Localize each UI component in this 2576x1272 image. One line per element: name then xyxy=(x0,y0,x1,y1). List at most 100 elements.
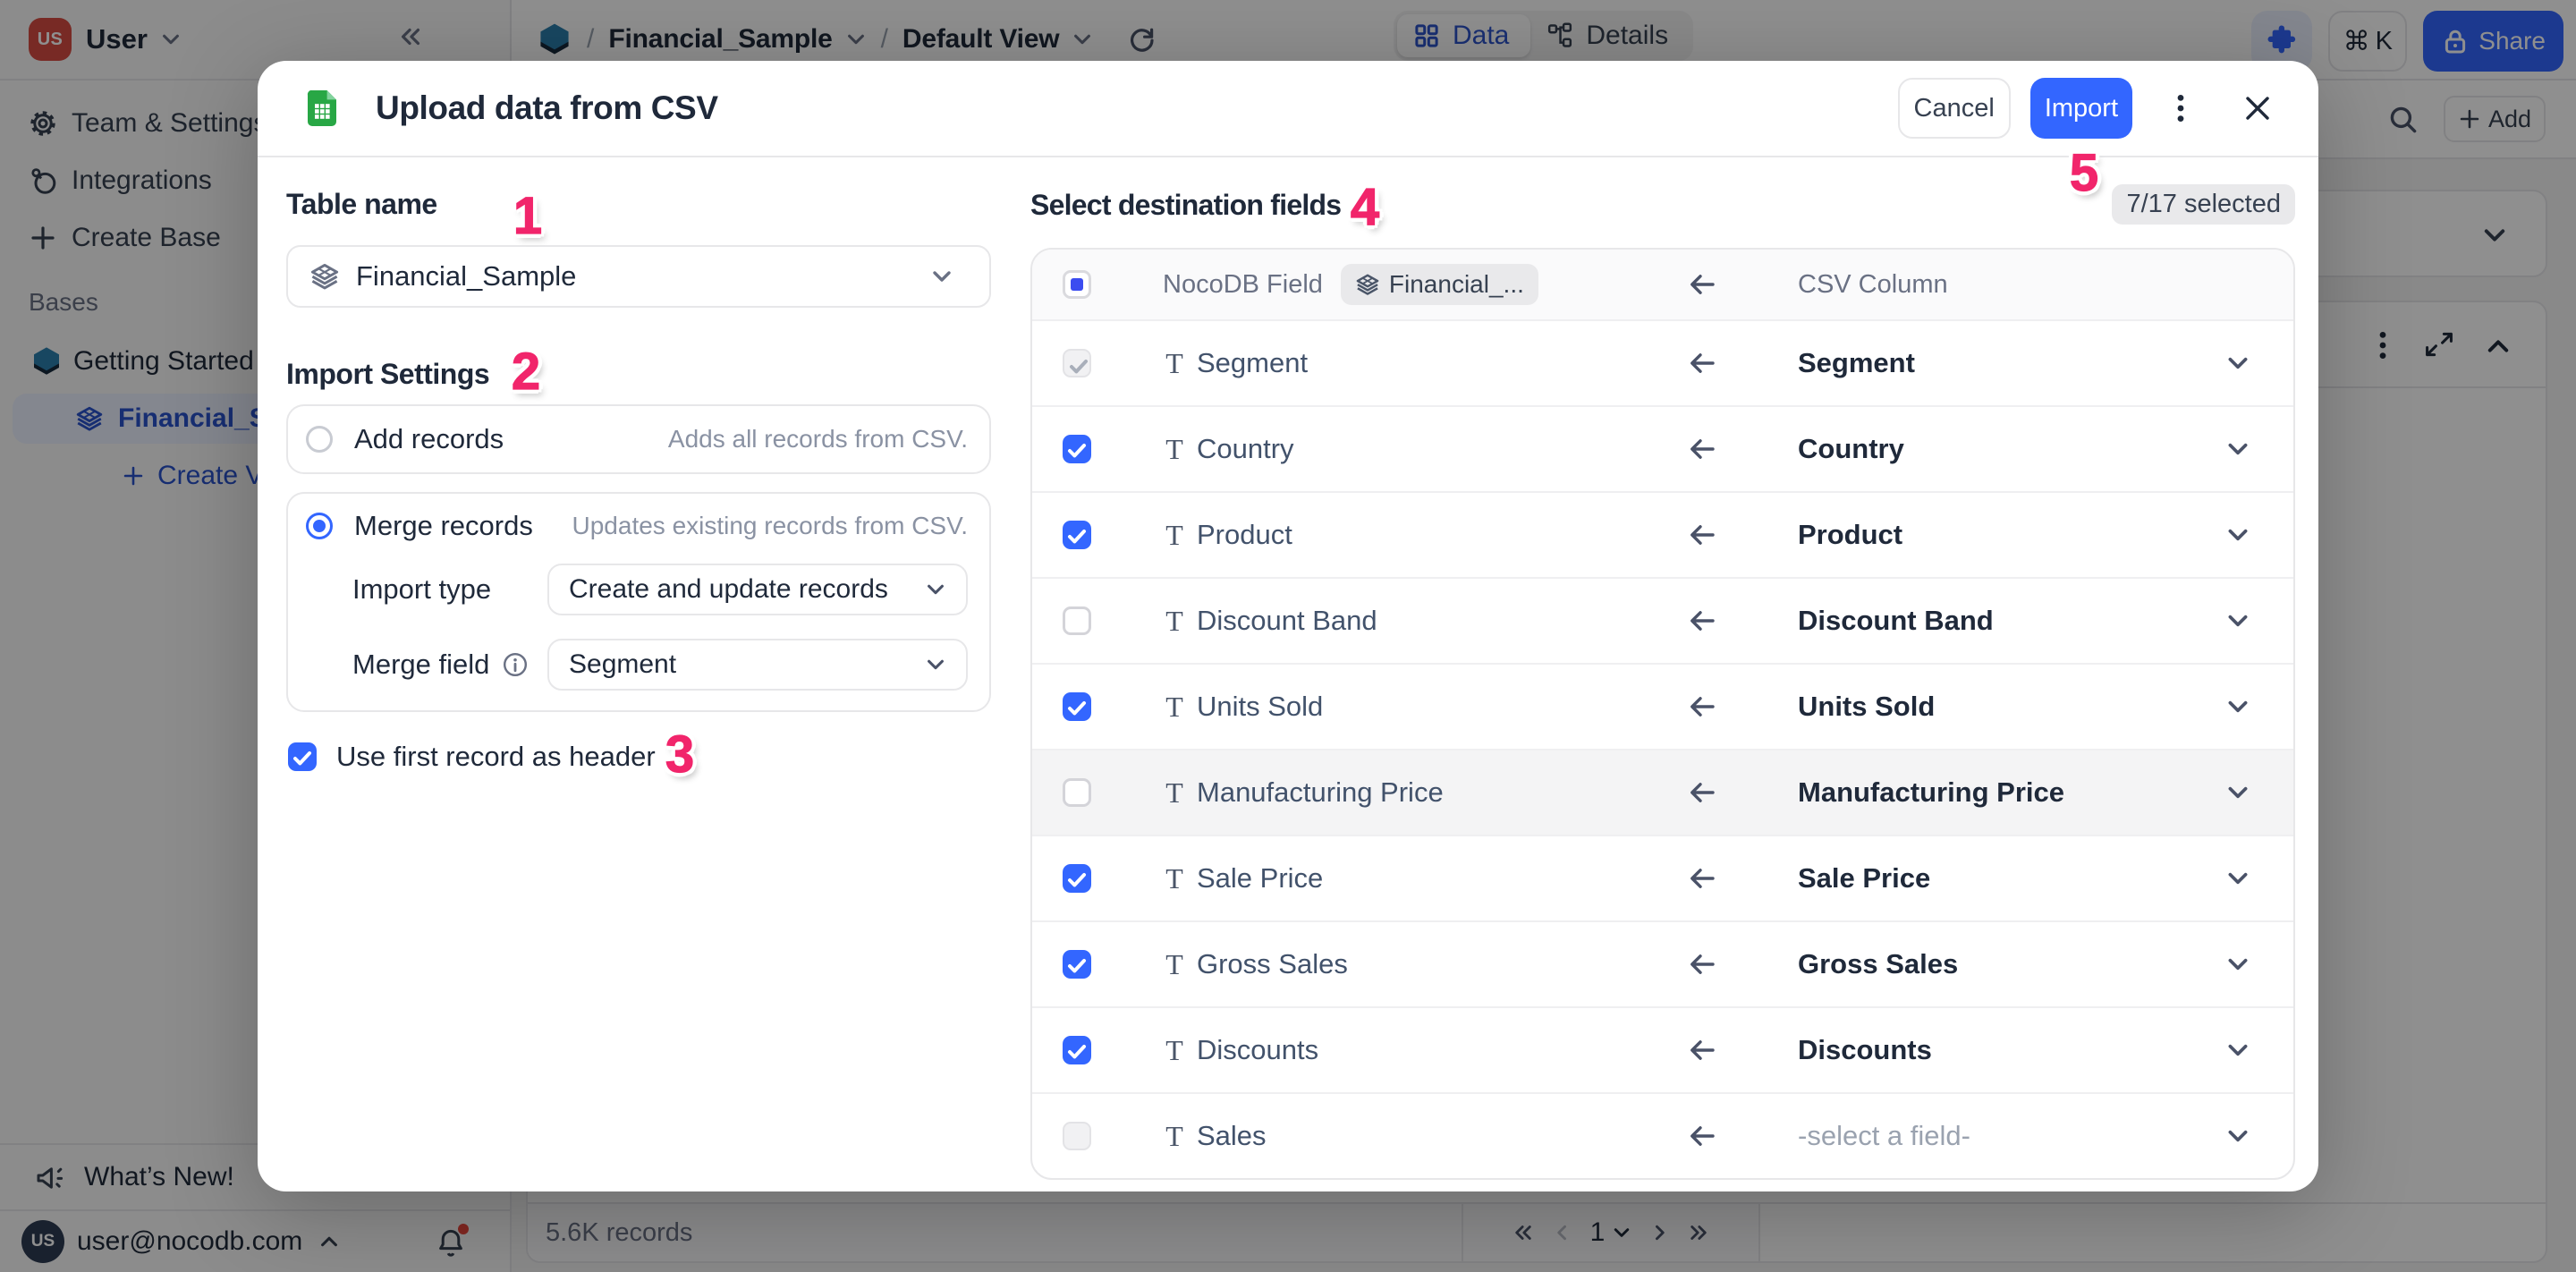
table-icon xyxy=(1355,273,1380,296)
arrow-left-icon xyxy=(1688,1036,1716,1064)
chevron-down-icon[interactable] xyxy=(2225,1038,2250,1063)
field-mapping-row: T Gross Sales Gross Sales xyxy=(1032,920,2293,1006)
modal-body: Table name Financial_Sample Import Setti… xyxy=(258,157,2318,1191)
user-avatar: US xyxy=(21,1220,64,1263)
notifications-bell-icon[interactable] xyxy=(435,1224,469,1259)
close-icon[interactable] xyxy=(2243,94,2272,123)
command-icon: ⌘ xyxy=(2343,25,2370,57)
arrow-left-icon xyxy=(1688,1122,1716,1150)
sidebar-item-team-settings[interactable]: Team & Settings xyxy=(0,95,510,152)
add-records-option[interactable]: Add records Adds all records from CSV. xyxy=(286,404,991,474)
chevron-down-icon[interactable] xyxy=(2225,952,2250,977)
chevron-down-icon xyxy=(925,579,946,600)
sidebar-item-label: Team & Settings xyxy=(72,108,267,138)
field-checkbox[interactable] xyxy=(1063,692,1091,721)
table-name-label: Table name xyxy=(286,188,437,220)
import-type-value: Create and update records xyxy=(569,574,888,604)
user-menu[interactable]: US user@nocodb.com xyxy=(0,1209,510,1272)
cancel-button[interactable]: Cancel xyxy=(1897,78,2011,139)
chevron-down-icon[interactable] xyxy=(2225,866,2250,891)
chevron-down-icon[interactable] xyxy=(2225,522,2250,547)
sidebar-item-integrations[interactable]: Integrations xyxy=(0,152,510,209)
text-field-type-icon: T xyxy=(1165,432,1183,465)
chevron-down-icon[interactable] xyxy=(2225,780,2250,805)
shortcut-key: K xyxy=(2375,26,2393,55)
field-checkbox[interactable] xyxy=(1063,778,1091,807)
csv-column-value: Discount Band xyxy=(1798,605,1994,636)
csv-column-value: Manufacturing Price xyxy=(1798,776,2064,808)
chevron-down-icon[interactable] xyxy=(2225,351,2250,376)
sidebar-base-getting-started[interactable]: Getting Started xyxy=(0,335,510,388)
add-records-label: Add records xyxy=(354,423,504,454)
field-mapping-row: T Country Country xyxy=(1032,405,2293,491)
breadcrumb-view[interactable]: Default View xyxy=(902,24,1060,54)
text-field-type-icon: T xyxy=(1165,1119,1183,1152)
field-checkbox[interactable] xyxy=(1063,1122,1091,1150)
command-k-button[interactable]: ⌘ K xyxy=(2328,11,2408,72)
breadcrumb-separator: / xyxy=(587,24,595,54)
tab-details[interactable]: Details xyxy=(1530,14,1690,57)
whats-new-label: What’s New! xyxy=(84,1162,234,1191)
tab-data[interactable]: Data xyxy=(1397,14,1531,57)
table-name-select[interactable]: Financial_Sample xyxy=(286,245,991,308)
field-checkbox[interactable] xyxy=(1063,435,1091,463)
field-name: Sale Price xyxy=(1197,862,1324,894)
whats-new-button[interactable]: What’s New! xyxy=(0,1143,510,1209)
share-button[interactable]: Share xyxy=(2423,11,2563,72)
sidebar-item-create-base[interactable]: Create Base xyxy=(0,209,510,267)
arrow-left-icon xyxy=(1688,349,1716,377)
annotation-mark-4: 4 xyxy=(1350,178,1380,236)
annotation-mark-2: 2 xyxy=(511,343,541,401)
merge-field-select[interactable]: Segment xyxy=(547,639,968,691)
destination-fields-label: Select destination fields xyxy=(1030,188,1342,221)
field-mapping-header: NocoDB Field Financial_... CSV Column xyxy=(1032,250,2293,319)
chevron-down-icon[interactable] xyxy=(2225,1124,2250,1149)
text-field-type-icon: T xyxy=(1165,947,1183,980)
field-mapping-row: T Discounts Discounts xyxy=(1032,1006,2293,1092)
field-checkbox[interactable] xyxy=(1063,521,1091,549)
merge-records-radio[interactable] xyxy=(306,513,333,539)
first-record-header-label: Use first record as header xyxy=(336,741,656,772)
csv-column-value: Units Sold xyxy=(1798,691,1936,722)
chevron-down-icon[interactable] xyxy=(2225,694,2250,719)
field-name: Units Sold xyxy=(1197,691,1324,722)
csv-column-value: Discounts xyxy=(1798,1034,1932,1065)
csv-column-header: CSV Column xyxy=(1798,269,1948,299)
user-email: user@nocodb.com xyxy=(77,1226,303,1256)
pagination: 1 xyxy=(1463,1204,1760,1261)
bases-section-label: Bases xyxy=(29,288,98,316)
field-checkbox[interactable] xyxy=(1063,1036,1091,1064)
field-checkbox[interactable] xyxy=(1063,349,1091,377)
first-record-header-checkbox[interactable] xyxy=(288,742,317,771)
add-label: Add xyxy=(2487,105,2531,132)
arrow-left-icon xyxy=(1688,950,1716,979)
sidebar-item-label: Create Base xyxy=(72,223,221,252)
merge-records-option[interactable]: Merge records Updates existing records f… xyxy=(286,492,991,712)
tab-label: Data xyxy=(1453,21,1510,50)
field-mapping-row: T Sales -select a field- xyxy=(1032,1092,2293,1178)
more-options-icon[interactable] xyxy=(2177,94,2184,123)
topbar-actions: ⌘ K Share xyxy=(2251,11,2563,72)
page-number[interactable]: 1 xyxy=(1590,1217,1632,1248)
import-type-label: Import type xyxy=(352,573,492,605)
field-checkbox[interactable] xyxy=(1063,864,1091,893)
merge-records-desc: Updates existing records from CSV. xyxy=(572,512,969,539)
select-all-checkbox[interactable] xyxy=(1063,270,1091,299)
workspace-header[interactable]: US User xyxy=(0,0,510,81)
chevron-down-icon[interactable] xyxy=(2225,608,2250,633)
add-record-button[interactable]: Add xyxy=(2443,96,2546,142)
field-checkbox[interactable] xyxy=(1063,950,1091,979)
breadcrumb-table[interactable]: Financial_Sample xyxy=(608,24,833,54)
field-mapping-table: NocoDB Field Financial_... CSV Column T … xyxy=(1030,248,2295,1180)
chevron-down-icon[interactable] xyxy=(2225,437,2250,462)
field-name: Country xyxy=(1197,433,1294,464)
csv-column-value: Segment xyxy=(1798,347,1915,378)
import-type-select[interactable]: Create and update records xyxy=(547,564,968,615)
csv-column-value: Country xyxy=(1798,433,1904,464)
field-checkbox[interactable] xyxy=(1063,606,1091,635)
first-record-header-option[interactable]: Use first record as header xyxy=(286,741,991,773)
import-button[interactable]: Import xyxy=(2029,78,2132,139)
add-records-radio[interactable] xyxy=(306,426,333,453)
text-field-type-icon: T xyxy=(1165,1033,1183,1066)
